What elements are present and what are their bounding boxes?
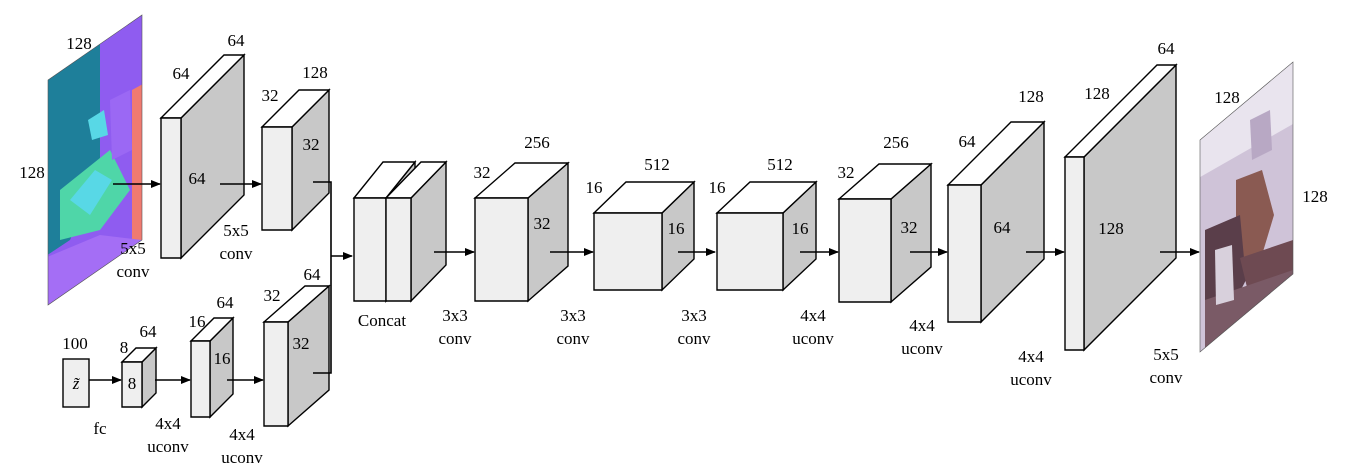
block-z3-front-face: [263, 321, 289, 427]
c4-dim-center: 32: [901, 218, 918, 237]
z2-dim-center: 16: [214, 349, 231, 368]
block-e1: [159, 53, 246, 260]
z3-dim-left: 32: [264, 286, 281, 305]
block-d2: [1063, 63, 1178, 352]
block-c2: [592, 180, 696, 292]
e1-op-line1: 5x5: [120, 239, 146, 258]
output-dim-right: 128: [1302, 187, 1328, 206]
c1-dim-center: 32: [534, 214, 551, 233]
z1-op-line2: uconv: [147, 437, 189, 456]
d2-dim-left: 128: [1084, 84, 1110, 103]
c2-dim-top: 512: [644, 155, 670, 174]
block-c4-front-face: [838, 198, 892, 303]
input-normal-map-image: 128 128: [19, 14, 143, 306]
c4-dim-left: 32: [838, 163, 855, 182]
block-c1-front-face: [474, 197, 529, 302]
block-z1-front-face: [121, 361, 143, 408]
e2-op-line1: 5x5: [223, 221, 249, 240]
d1-dim-left: 64: [959, 132, 977, 151]
z1-op-line1: 4x4: [155, 414, 181, 433]
block-concat-a-front-face: [353, 197, 387, 302]
z-op-label: fc: [93, 419, 107, 438]
concat-op-line2: conv: [438, 329, 472, 348]
connectors: [89, 180, 1200, 384]
z2-op-line1: 4x4: [229, 425, 255, 444]
z1-dim-left: 8: [120, 338, 129, 357]
c1-op-line1: 3x3: [560, 306, 586, 325]
z-vector-box: [62, 358, 90, 408]
c3-dim-left: 16: [709, 178, 726, 197]
c4-dim-top: 256: [883, 133, 909, 152]
block-e2: [260, 88, 331, 232]
c1-dim-top: 256: [524, 133, 550, 152]
d1-dim-center: 64: [994, 218, 1012, 237]
block-e1-front-face: [160, 117, 182, 259]
z3-dim-center: 32: [293, 334, 310, 353]
c1-op-line2: conv: [556, 329, 590, 348]
block-z3: [262, 284, 331, 428]
block-c4: [837, 162, 933, 304]
c2-dim-center: 16: [668, 219, 685, 238]
z1-dim-center: 8: [128, 374, 137, 393]
e2-dim-left: 32: [262, 86, 279, 105]
c3-op-line1: 4x4: [800, 306, 826, 325]
layer-blocks: [120, 53, 1178, 428]
d2-op-line2: conv: [1149, 368, 1183, 387]
c3-dim-center: 16: [792, 219, 809, 238]
block-c3: [715, 180, 818, 292]
e2-dim-center: 32: [303, 135, 320, 154]
block-d2-front-face: [1064, 156, 1085, 351]
block-d1: [946, 120, 1046, 324]
block-concat-b: [384, 160, 448, 303]
latent-z-input: z̃ 100 fc: [62, 334, 107, 438]
d2-dim-top: 64: [1158, 39, 1176, 58]
z-dim-top: 100: [62, 334, 88, 353]
c1-dim-left: 32: [474, 163, 491, 182]
z2-dim-top: 64: [217, 293, 235, 312]
c3-op-line2: uconv: [792, 329, 834, 348]
e1-dim-left: 64: [173, 64, 191, 83]
d1-op-line1: 4x4: [1018, 347, 1044, 366]
c4-op-line1: 4x4: [909, 316, 935, 335]
e1-dim-center: 64: [189, 169, 207, 188]
block-e2-front-face: [261, 126, 293, 231]
input-dim-left: 128: [19, 163, 45, 182]
output-dim-top: 128: [1214, 88, 1240, 107]
z1-dim-top: 64: [140, 322, 158, 341]
z3-dim-top: 64: [304, 265, 322, 284]
block-c2-front-face: [593, 212, 663, 291]
layer-labels: 64 64 64 5x5 conv 128 32 32 5x5 conv 64 …: [116, 31, 1183, 467]
e1-dim-top: 64: [228, 31, 246, 50]
block-z2-front-face: [190, 340, 211, 418]
e2-dim-top: 128: [302, 63, 328, 82]
block-z2: [189, 316, 235, 419]
block-c1: [473, 161, 570, 303]
z2-dim-left: 16: [189, 312, 206, 331]
block-d1-front-face: [947, 184, 982, 323]
c2-op-line2: conv: [677, 329, 711, 348]
c2-op-line1: 3x3: [681, 306, 707, 325]
connector-z3-to-concat: [313, 256, 332, 374]
block-concat-b-front-face: [385, 197, 412, 302]
concat-label: Concat: [358, 311, 406, 330]
d2-op-line1: 5x5: [1153, 345, 1179, 364]
z-symbol: z̃: [72, 374, 81, 393]
c4-op-line2: uconv: [901, 339, 943, 358]
e2-op-line2: conv: [219, 244, 253, 263]
z2-op-line2: uconv: [221, 448, 263, 467]
e1-op-line2: conv: [116, 262, 150, 281]
block-c3-front-face: [716, 212, 784, 291]
d1-dim-top: 128: [1018, 87, 1044, 106]
c2-dim-left: 16: [586, 178, 603, 197]
input-dim-top: 128: [66, 34, 92, 53]
c3-dim-top: 512: [767, 155, 793, 174]
block-z1: [120, 346, 158, 409]
connector-e2-to-concat: [313, 181, 332, 256]
d2-dim-center: 128: [1098, 219, 1124, 238]
output-rgb-image: 128 128: [1199, 61, 1328, 353]
concat-op-line1: 3x3: [442, 306, 468, 325]
d1-op-line2: uconv: [1010, 370, 1052, 389]
